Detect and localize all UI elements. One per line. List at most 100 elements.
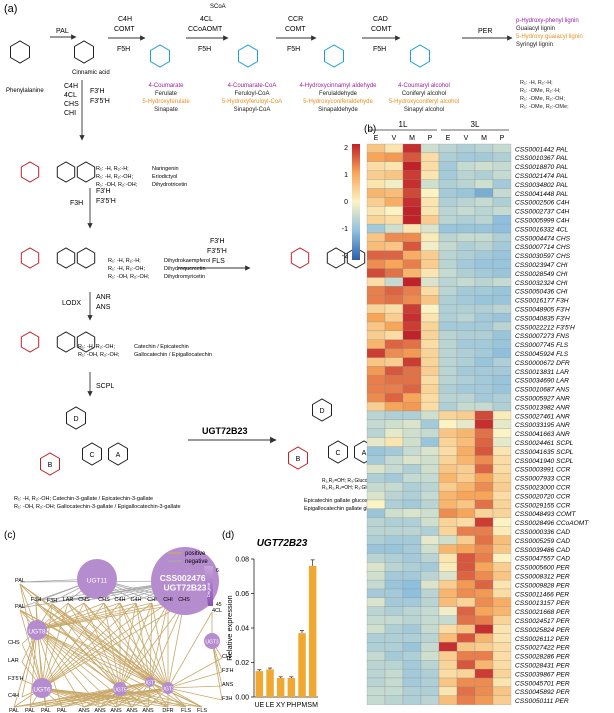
heatmap-cell — [366, 455, 386, 465]
colorbar-tick: -2 — [342, 253, 348, 260]
x-tick-label: PH — [286, 702, 296, 709]
heatmap-row-label: CSS0027461 ANR — [515, 413, 570, 420]
heatmap-cell — [402, 348, 422, 358]
heatmap-cell — [402, 624, 422, 634]
ring-c — [56, 161, 76, 183]
heatmap-row-label: CSS0010367 PAL — [515, 155, 568, 162]
heatmap-cell — [438, 437, 458, 447]
heatmap-cell — [384, 259, 404, 269]
network-edge — [135, 602, 151, 683]
heatmap-cell — [366, 312, 386, 323]
bar-chart-panel: (d) UGT72B23 0.00 0.02 0.04 0.06 0.08 Relativ… — [222, 530, 318, 709]
heatmap-cell — [420, 428, 440, 438]
heatmap-cell — [456, 295, 476, 305]
heatmap-cell — [420, 170, 440, 180]
heatmap-cell — [474, 384, 494, 394]
svg-text:COMT: COMT — [371, 26, 392, 33]
heatmap-row-label: CSS0034802 PAL — [515, 182, 568, 189]
heatmap-cell — [420, 588, 440, 599]
heatmap-cell — [456, 508, 476, 518]
heatmap-cell — [384, 161, 404, 171]
heatmap-cell — [420, 535, 440, 545]
coa-name: 5-Hydroxyferuloyl-CoA — [222, 99, 282, 105]
heatmap-cell — [438, 250, 458, 260]
heatmap-cell — [402, 428, 422, 438]
coa-name: Sinapoyl-CoA — [234, 107, 271, 113]
heatmap-row-label: CSS0013157 PER — [515, 600, 570, 607]
heatmap-cell — [456, 428, 476, 438]
heatmap-cell — [402, 615, 422, 625]
aldehyde-name: 4-Hydroxycinnamyl aldehyde — [299, 83, 377, 89]
enzyme-anr-group: ANR ANS — [96, 294, 111, 311]
gene-label-right: CHI — [222, 654, 232, 660]
heatmap-cell — [366, 633, 386, 643]
heatmap-cell — [420, 250, 440, 260]
network-edge — [151, 602, 169, 689]
heatmap-cell — [366, 295, 386, 305]
heatmap-cell — [420, 366, 440, 376]
network-edge — [19, 609, 169, 689]
heatmap-cell — [456, 446, 476, 456]
svg-text:F3'H: F3'H — [210, 238, 225, 245]
heatmap-cell — [402, 544, 422, 554]
heatmap-cell — [474, 606, 494, 616]
heatmap-cell — [420, 553, 440, 563]
heatmap-cell — [474, 143, 494, 154]
heatmap-cell — [420, 357, 440, 367]
heatmap-cell — [420, 668, 440, 679]
heatmap-cell — [438, 606, 458, 616]
ring-a — [346, 247, 366, 269]
heatmap-cell — [474, 668, 494, 679]
gene-label-bottom: PAL — [57, 708, 67, 713]
alcohol-name: 5-Hydroxyconiferyl alcohol — [389, 99, 459, 105]
x-tick-label: SM — [307, 702, 318, 709]
gene-label-right: F3'H — [222, 668, 233, 674]
heatmap-cell — [420, 259, 440, 269]
heatmap-cell — [420, 615, 440, 625]
heatmap-cell — [402, 526, 422, 536]
heatmap-cell — [438, 143, 458, 154]
network-edge — [36, 629, 63, 708]
heatmap-cell — [438, 668, 458, 679]
svg-text:F3'H: F3'H — [96, 188, 111, 195]
heatmap-cell — [366, 553, 386, 563]
heatmap-cell — [456, 544, 476, 554]
heatmap-cell — [438, 588, 458, 599]
heatmap-cell — [474, 375, 494, 385]
enzyme-pal-top: PAL — [56, 28, 69, 35]
heatmap-cells — [366, 143, 512, 705]
hub-node-ugt6 — [32, 678, 52, 698]
ring-a — [76, 247, 96, 269]
network-edge — [29, 687, 169, 708]
heatmap-cell — [456, 250, 476, 260]
hub-node-big — [151, 547, 219, 615]
network-edge — [167, 602, 185, 689]
ring-letter-b: B — [48, 462, 53, 469]
heatmap-cell — [420, 277, 440, 287]
heatmap-cell — [492, 419, 512, 429]
heatmap-cell — [492, 668, 512, 679]
heatmap-cell — [402, 446, 422, 456]
heatmap-header: 1L 3L E V M P E V M P — [369, 120, 509, 142]
substituent-2: R₁: -OH, R₂:-OH; — [96, 182, 138, 188]
heatmap-cell — [384, 312, 404, 323]
heatmap-cell — [384, 437, 404, 447]
ring-letter-c: C — [335, 450, 340, 457]
heatmap-cell — [474, 464, 494, 474]
bar — [308, 565, 317, 697]
heatmap-cell — [438, 206, 458, 216]
heatmap-cell — [366, 286, 386, 296]
heatmap-cell — [438, 597, 458, 607]
y-tick-label: 0.08 — [235, 557, 249, 564]
heatmap-cell — [474, 250, 494, 260]
heatmap-cell — [384, 179, 404, 189]
column-label: V — [392, 135, 397, 142]
ring-letter-c: C — [89, 452, 94, 459]
svg-text:4CL: 4CL — [200, 16, 213, 23]
heatmap-cell — [492, 517, 512, 527]
hub-node-ugt5 — [113, 682, 127, 696]
heatmap-row-label: CSS0026112 PER — [515, 636, 569, 643]
heatmap-cell — [420, 152, 440, 162]
lignin-names: p-Hydroxy-phenyl lignin Guaiacyl lignin 5-… — [516, 18, 583, 48]
heatmap-cell — [438, 473, 458, 483]
